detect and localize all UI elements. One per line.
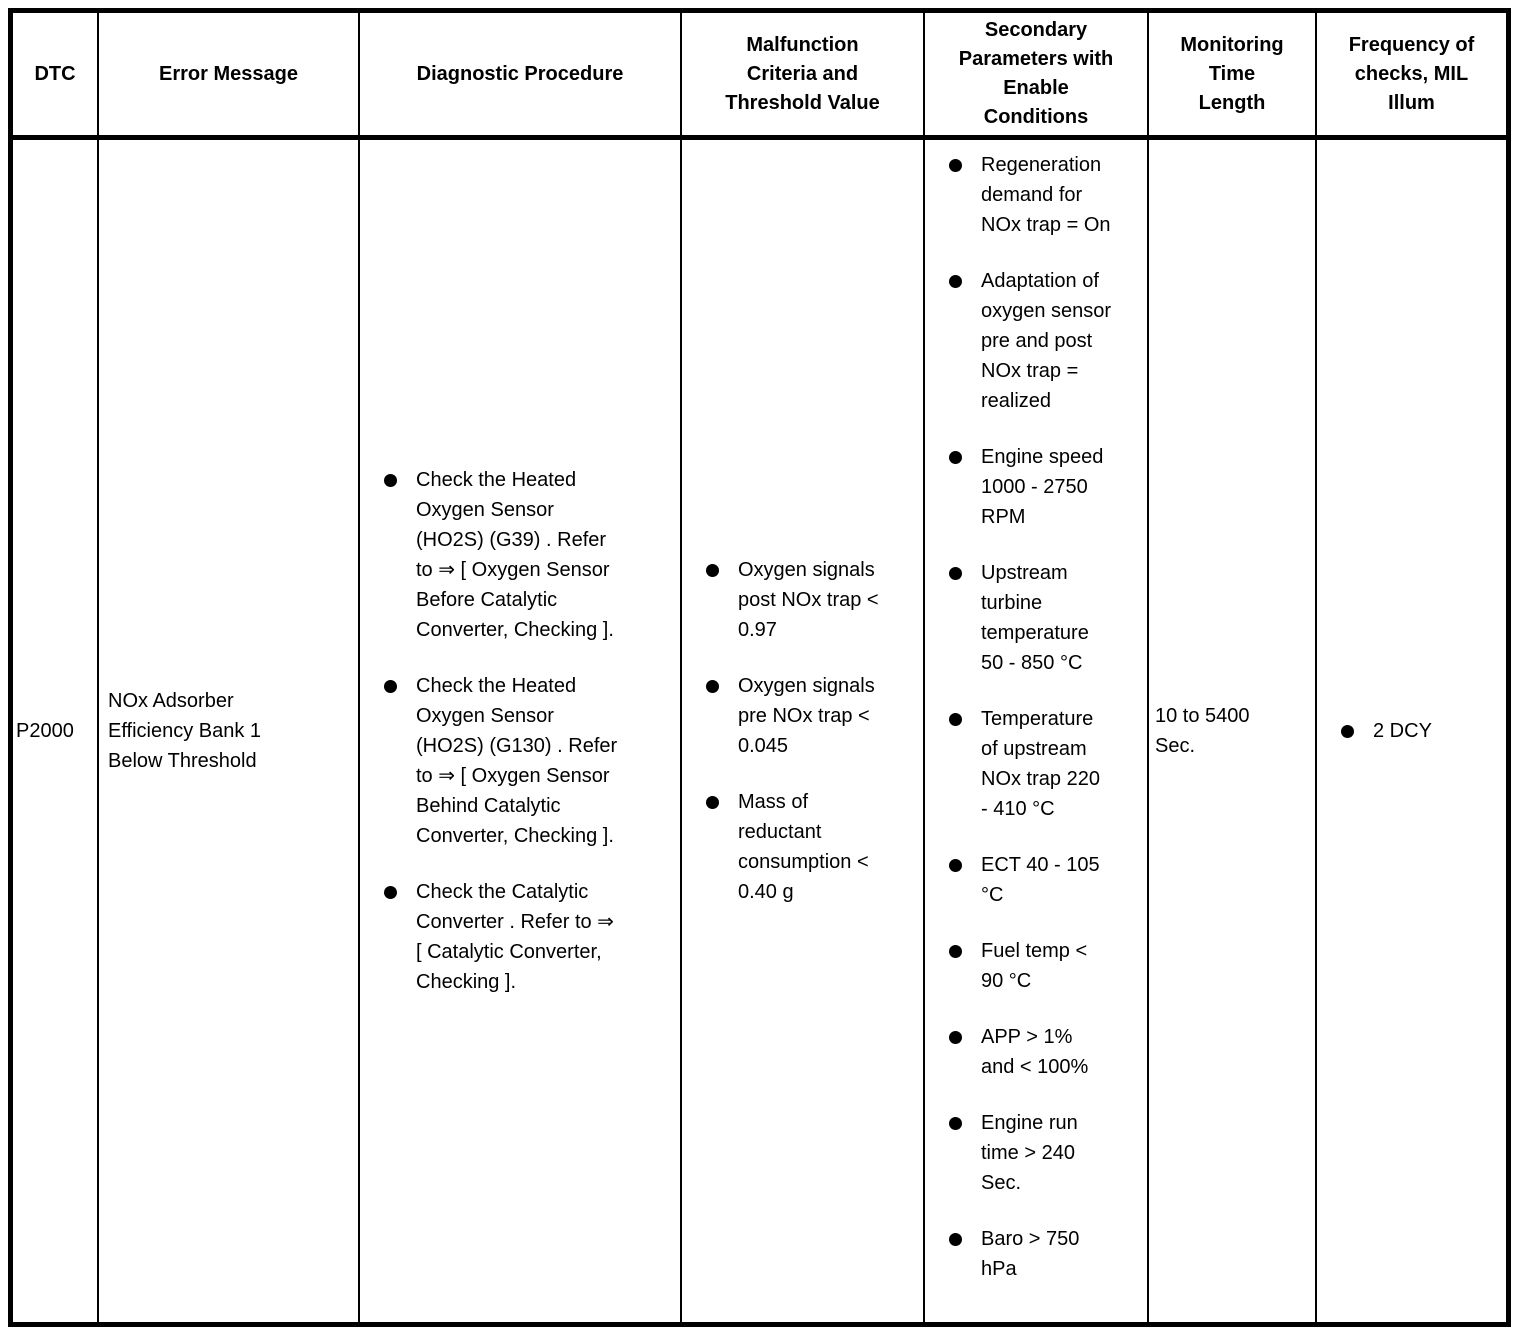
secondary-parameters-cell: Regeneration demand for NOx trap = On Ada…: [925, 140, 1149, 1322]
bullet-text: Engine speed 1000 - 2750 RPM: [981, 446, 1104, 528]
bullet-icon: [949, 1233, 962, 1246]
bullet-text: Check the Heated Oxygen Sensor (HO2S) (G…: [416, 675, 618, 847]
bullet-list-item: Regeneration demand for NOx trap = On: [925, 150, 1147, 240]
column-header-error-message: Error Message: [99, 13, 360, 135]
bullet-text: Adaptation of oxygen sensor pre and post…: [981, 270, 1112, 412]
bullet-list-item: Temperature of upstream NOx trap 220 - 4…: [925, 704, 1147, 824]
bullet-list-item: Engine run time > 240 Sec.: [925, 1108, 1147, 1198]
bullet-icon: [949, 451, 962, 464]
bullet-list-item: Check the Catalytic Converter . Refer to…: [360, 877, 680, 997]
column-header-dtc: DTC: [13, 13, 99, 135]
table-header-row: DTC Error Message Diagnostic Procedure M…: [13, 13, 1506, 140]
column-header-frequency-of-checks: Frequency of checks, MIL Illum: [1348, 33, 1475, 114]
bullet-list-item: Mass of reductant consumption < 0.40 g: [682, 787, 923, 907]
bullet-list-item: 2 DCY: [1317, 716, 1506, 746]
bullet-text: Check the Catalytic Converter . Refer to…: [416, 881, 614, 993]
bullet-list-item: Check the Heated Oxygen Sensor (HO2S) (G…: [360, 465, 680, 645]
bullet-list-item: APP > 1% and < 100%: [925, 1022, 1147, 1082]
bullet-text: 2 DCY: [1373, 720, 1432, 742]
bullet-text: Check the Heated Oxygen Sensor (HO2S) (G…: [416, 469, 614, 641]
bullet-text: Upstream turbine temperature 50 - 850 °C: [981, 562, 1089, 674]
bullet-list-item: Engine speed 1000 - 2750 RPM: [925, 442, 1147, 532]
bullet-list-item: Check the Heated Oxygen Sensor (HO2S) (G…: [360, 671, 680, 851]
table-row: P2000 NOx Adsorber Efficiency Bank 1 Bel…: [13, 140, 1506, 1322]
bullet-icon: [706, 796, 719, 809]
diagnostic-procedure-cell: Check the Heated Oxygen Sensor (HO2S) (G…: [360, 140, 682, 1322]
bullet-text: Fuel temp < 90 °C: [981, 940, 1088, 992]
bullet-list-item: ECT 40 - 105 °C: [925, 850, 1147, 910]
column-header-monitoring-time: Monitoring Time Length: [1149, 13, 1317, 135]
column-header-diagnostic-procedure: Diagnostic Procedure: [360, 13, 682, 135]
bullet-icon: [949, 1117, 962, 1130]
bullet-icon: [949, 1031, 962, 1044]
bullet-text: Regeneration demand for NOx trap = On: [981, 154, 1111, 236]
monitoring-time-cell: 10 to 5400 Sec.: [1149, 140, 1317, 1322]
bullet-icon: [949, 159, 962, 172]
bullet-icon: [949, 945, 962, 958]
dtc-code-cell: P2000: [13, 140, 99, 1322]
bullet-list-item: Baro > 750 hPa: [925, 1224, 1147, 1284]
frequency-of-checks-cell: 2 DCY: [1317, 140, 1506, 1322]
bullet-icon: [1341, 725, 1354, 738]
bullet-icon: [706, 680, 719, 693]
bullet-icon: [706, 564, 719, 577]
error-message-cell: NOx Adsorber Efficiency Bank 1 Below Thr…: [99, 140, 360, 1322]
bullet-text: ECT 40 - 105 °C: [981, 854, 1100, 906]
malfunction-criteria-cell: Oxygen signals post NOx trap < 0.97 Oxyge…: [682, 140, 925, 1322]
bullet-text: APP > 1% and < 100%: [981, 1026, 1089, 1078]
bullet-list-item: Oxygen signals pre NOx trap < 0.045: [682, 671, 923, 761]
bullet-list-item: Oxygen signals post NOx trap < 0.97: [682, 555, 923, 645]
bullet-text: Mass of reductant consumption < 0.40 g: [738, 791, 869, 903]
bullet-icon: [384, 886, 397, 899]
dtc-table: DTC Error Message Diagnostic Procedure M…: [8, 8, 1511, 1327]
bullet-icon: [384, 474, 397, 487]
column-header-malfunction-criteria: Malfunction Criteria and Threshold Value: [682, 13, 925, 135]
bullet-icon: [949, 275, 962, 288]
bullet-icon: [949, 567, 962, 580]
bullet-list-item: Adaptation of oxygen sensor pre and post…: [925, 266, 1147, 416]
bullet-text: Oxygen signals post NOx trap < 0.97: [738, 559, 879, 641]
bullet-icon: [949, 859, 962, 872]
bullet-list-item: Upstream turbine temperature 50 - 850 °C: [925, 558, 1147, 678]
bullet-text: Engine run time > 240 Sec.: [981, 1112, 1078, 1194]
bullet-text: Oxygen signals pre NOx trap < 0.045: [738, 675, 875, 757]
bullet-icon: [384, 680, 397, 693]
column-header-secondary-parameters: Secondary Parameters with Enable Conditi…: [925, 13, 1149, 135]
bullet-text: Temperature of upstream NOx trap 220 - 4…: [981, 708, 1100, 820]
bullet-list-item: Fuel temp < 90 °C: [925, 936, 1147, 996]
bullet-text: Baro > 750 hPa: [981, 1228, 1080, 1280]
bullet-icon: [949, 713, 962, 726]
